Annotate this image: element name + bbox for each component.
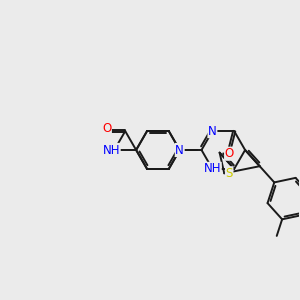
Text: O: O [225, 147, 234, 160]
Text: O: O [102, 122, 111, 135]
Text: NH: NH [103, 143, 120, 157]
Text: N: N [208, 124, 217, 138]
Text: S: S [226, 167, 233, 180]
Text: N: N [175, 143, 184, 157]
Text: NH: NH [204, 162, 221, 176]
